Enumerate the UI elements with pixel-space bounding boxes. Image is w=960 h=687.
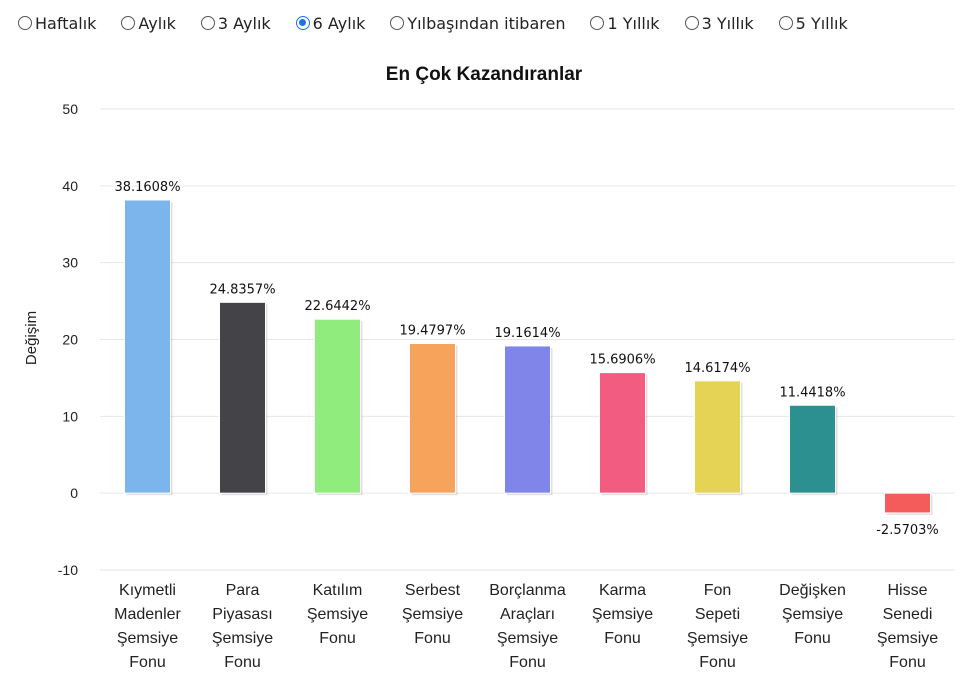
category-label: Şemsiye xyxy=(497,630,558,647)
category-label: Şemsiye xyxy=(877,630,938,647)
category-label: Fonu xyxy=(889,654,925,671)
data-label: 19.4797% xyxy=(399,323,465,338)
bar xyxy=(409,342,456,494)
period-label: 3 Yıllık xyxy=(701,13,754,33)
category-label: Araçları xyxy=(500,606,555,623)
category-label: Fon xyxy=(704,582,732,599)
category-label: Para xyxy=(226,582,260,599)
category-label: Şemsiye xyxy=(212,630,273,647)
category-label: Şemsiye xyxy=(402,606,463,623)
data-label: 19.1614% xyxy=(494,326,560,341)
period-label: 1 Yıllık xyxy=(607,13,660,33)
radio-button[interactable] xyxy=(778,16,793,30)
period-option[interactable]: 5 Yıllık xyxy=(778,13,848,33)
period-label: 6 Aylık xyxy=(312,13,366,33)
period-option[interactable]: Haftalık xyxy=(18,14,96,33)
category-label: Fonu xyxy=(129,654,165,671)
bar xyxy=(884,492,931,514)
data-label: -2.5703% xyxy=(876,523,939,538)
category-label: Fonu xyxy=(509,654,545,671)
category-label: Fonu xyxy=(414,630,450,647)
radio-button[interactable] xyxy=(590,16,605,30)
category-label: Sepeti xyxy=(695,606,740,623)
category-label: Fonu xyxy=(699,654,735,671)
category-label: Şemsiye xyxy=(307,606,368,623)
category-label: Borçlanma xyxy=(489,582,566,599)
data-label: 11.4418% xyxy=(779,385,845,400)
radio-button[interactable] xyxy=(390,16,405,30)
y-tick-label: 30 xyxy=(62,255,78,271)
category-label: Hisse xyxy=(887,582,927,599)
period-option[interactable]: 6 Aylık xyxy=(295,13,366,33)
category-label: Şemsiye xyxy=(592,606,653,623)
radio-button[interactable] xyxy=(684,16,699,30)
y-tick-label: 10 xyxy=(62,408,78,424)
y-tick-label: 40 xyxy=(62,178,78,194)
radio-button[interactable] xyxy=(18,16,32,30)
data-label: 24.8357% xyxy=(209,282,275,297)
data-label: 22.6442% xyxy=(304,299,370,314)
category-label: Senedi xyxy=(883,606,933,623)
period-label: 3 Aylık xyxy=(217,13,271,33)
category-label: Fonu xyxy=(224,654,260,671)
bar xyxy=(219,301,266,494)
period-option[interactable]: Yılbaşından itibaren xyxy=(390,14,565,33)
category-label: Serbest xyxy=(405,582,461,599)
radio-button[interactable] xyxy=(295,16,310,30)
category-label: Değişken xyxy=(779,582,846,599)
data-label: 38.1608% xyxy=(114,180,180,195)
y-axis-label: Değişim xyxy=(23,311,40,365)
period-selector: Haftalık Aylık 3 Aylık 6 Aylık Yılbaşından i… xyxy=(18,10,958,36)
data-label: 14.6174% xyxy=(684,361,750,376)
period-label: Haftalık xyxy=(35,13,97,33)
category-label: Şemsiye xyxy=(782,606,843,623)
category-label: Karma xyxy=(599,582,646,599)
category-label: Şemsiye xyxy=(117,630,178,647)
y-tick-label: -10 xyxy=(58,562,78,578)
period-option[interactable]: Aylık xyxy=(121,13,176,33)
chart-title: En Çok Kazandıranlar xyxy=(386,64,583,85)
data-label: 15.6906% xyxy=(589,353,655,368)
category-label: Şemsiye xyxy=(687,630,748,647)
radio-button[interactable] xyxy=(121,16,136,30)
category-label: Katılım xyxy=(313,582,363,599)
bar xyxy=(599,372,646,494)
period-label: 5 Yıllık xyxy=(795,13,848,33)
category-label: Madenler xyxy=(114,606,181,623)
period-label: Yılbaşından itibaren xyxy=(407,13,566,33)
y-tick-label: 20 xyxy=(62,332,78,348)
y-tick-label: 0 xyxy=(70,485,78,501)
category-label: Kıymetli xyxy=(119,582,176,599)
bar xyxy=(789,404,836,494)
category-label: Fonu xyxy=(604,630,640,647)
bar xyxy=(314,318,361,494)
bar xyxy=(124,199,171,494)
category-label: Fonu xyxy=(794,630,830,647)
period-label: Aylık xyxy=(138,13,176,33)
period-option[interactable]: 3 Yıllık xyxy=(684,13,754,33)
category-label: Piyasası xyxy=(212,606,272,623)
y-tick-label: 50 xyxy=(62,101,78,117)
period-option[interactable]: 3 Aylık xyxy=(200,13,271,33)
bar xyxy=(504,345,551,494)
period-option[interactable]: 1 Yıllık xyxy=(590,13,660,33)
radio-button[interactable] xyxy=(200,16,215,30)
bar xyxy=(694,380,741,494)
category-label: Fonu xyxy=(319,630,355,647)
